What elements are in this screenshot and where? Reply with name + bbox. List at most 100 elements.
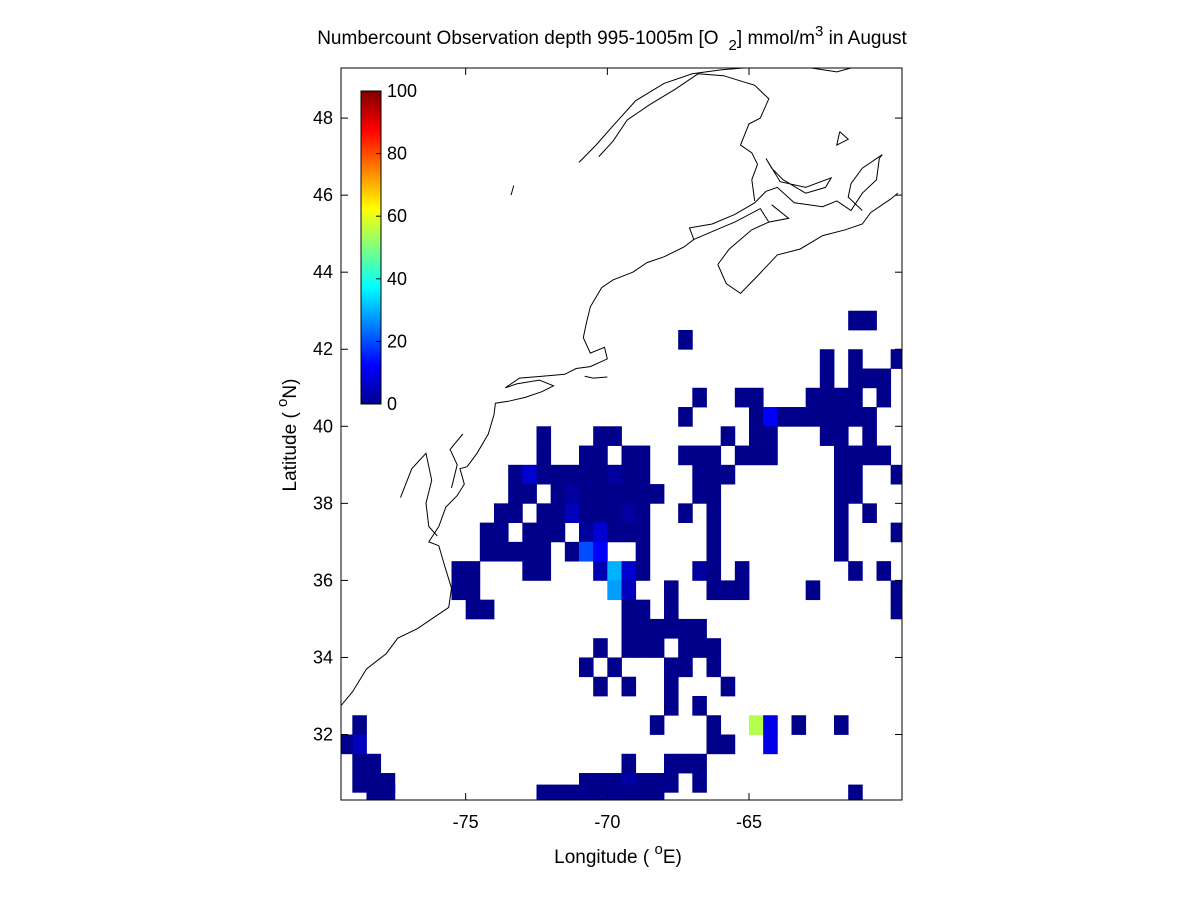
heatmap-cell xyxy=(819,387,835,408)
heatmap-cell xyxy=(607,503,622,524)
heatmap-cell xyxy=(366,753,382,774)
heatmap-cell xyxy=(862,426,877,446)
heatmap-cell xyxy=(706,464,722,485)
heatmap-cell xyxy=(635,445,651,466)
heatmap-cell xyxy=(678,753,693,774)
heatmap-cell xyxy=(763,407,778,427)
heatmap-cell xyxy=(607,464,622,485)
heatmap-cell xyxy=(848,387,863,408)
coastline-segment xyxy=(510,185,515,196)
y-tick-label: 34 xyxy=(313,647,333,667)
heatmap-cell xyxy=(834,426,849,446)
heatmap-cell xyxy=(791,715,807,735)
heatmap-cell xyxy=(834,407,849,427)
heatmap-cell xyxy=(848,368,863,389)
heatmap-cell xyxy=(635,599,651,620)
heatmap-cell xyxy=(720,734,736,755)
y-axis-label: Latitude ( oN) xyxy=(274,379,301,492)
heatmap-cell xyxy=(564,503,580,524)
coastline-segment xyxy=(836,131,850,147)
heatmap-cell xyxy=(593,445,608,466)
y-tick-label: 46 xyxy=(313,185,333,205)
heatmap-cell xyxy=(649,484,665,504)
heatmap-cell xyxy=(550,522,566,543)
heatmap-cell xyxy=(763,734,778,755)
heatmap-cell xyxy=(819,426,835,446)
heatmap-cell xyxy=(890,599,902,620)
heatmap-cell xyxy=(692,561,707,581)
heatmap-cell xyxy=(522,561,537,581)
heatmap-cell xyxy=(834,445,849,466)
heatmap-cell xyxy=(777,407,792,427)
heatmap-cell xyxy=(664,580,679,601)
colorbar-tick-label: 0 xyxy=(387,394,397,414)
heatmap-cell xyxy=(848,561,863,581)
heatmap-cell xyxy=(862,445,877,466)
heatmap-cell xyxy=(720,426,736,446)
heatmap-cell xyxy=(479,599,495,620)
heatmap-cell xyxy=(536,522,552,543)
heatmap-cell xyxy=(649,715,665,735)
heatmap-cell xyxy=(862,310,877,331)
heatmap-cell xyxy=(593,426,608,446)
heatmap-cell xyxy=(550,503,566,524)
heatmap-cell xyxy=(564,484,580,504)
heatmap-cell xyxy=(593,464,608,485)
y-tick-label: 42 xyxy=(313,339,333,359)
heatmap-cell xyxy=(678,657,693,678)
heatmap-cell xyxy=(635,541,651,562)
heatmap-cell xyxy=(621,484,637,504)
heatmap-cell xyxy=(692,618,707,639)
y-tick-label: 36 xyxy=(313,570,333,590)
heatmap-cell xyxy=(819,407,835,427)
heatmap-cell xyxy=(692,695,707,716)
heatmap-cell xyxy=(366,784,382,800)
heatmap-cell xyxy=(692,638,707,658)
heatmap-cell xyxy=(635,522,651,543)
coastline-segment xyxy=(693,207,770,240)
heatmap-cell xyxy=(621,445,637,466)
colorbar: 0 20 40 60 80 100 xyxy=(360,81,417,414)
heatmap-cell xyxy=(465,580,481,601)
title-tail: in August xyxy=(823,28,907,49)
heatmap-cell xyxy=(579,484,594,504)
colorbar-tick-label: 80 xyxy=(387,144,407,164)
heatmap-cell xyxy=(749,387,764,408)
y-tick-label: 40 xyxy=(313,416,333,436)
heatmap-cell xyxy=(692,445,707,466)
heatmap-cell xyxy=(890,522,902,543)
heatmap-cell xyxy=(834,715,849,735)
heatmap-cell xyxy=(593,522,608,543)
heatmap-cell xyxy=(848,349,863,369)
heatmap-cell xyxy=(522,541,537,562)
heatmap-cell xyxy=(579,522,594,543)
heatmap-cell xyxy=(621,618,637,639)
heatmap-cell xyxy=(649,618,665,639)
heatmap-cell xyxy=(579,784,594,800)
title-main: Numbercount Observation depth 995-1005m … xyxy=(317,28,718,49)
coastline-segment xyxy=(341,154,883,706)
heatmap-cell xyxy=(536,541,552,562)
x-axis: -75 -70 -65 xyxy=(453,68,762,832)
y-tick-label: 44 xyxy=(313,262,333,282)
heatmap-cell xyxy=(465,561,481,581)
heatmap-cell xyxy=(564,784,580,800)
heatmap-cell xyxy=(564,464,580,485)
heatmap-cell xyxy=(763,426,778,446)
heatmap-cell xyxy=(522,464,537,485)
y-axis: 32 34 36 38 40 42 44 46 48 xyxy=(313,108,902,745)
heatmap-cell xyxy=(692,484,707,504)
heatmap-cell xyxy=(607,580,622,601)
heatmap-cell xyxy=(692,773,707,793)
heatmap-cell xyxy=(664,618,679,639)
plot-frame xyxy=(340,67,903,801)
y-tick-label: 32 xyxy=(313,725,333,745)
heatmap-cell xyxy=(536,464,552,485)
heatmap-cell xyxy=(664,599,679,620)
coastline xyxy=(341,68,899,706)
heatmap-cell xyxy=(607,657,622,678)
colorbar-ticks: 0 20 40 60 80 100 xyxy=(376,81,417,414)
coastline-segment xyxy=(584,375,608,379)
coastline-segment xyxy=(847,154,883,211)
x-tick-label: -70 xyxy=(594,812,620,832)
